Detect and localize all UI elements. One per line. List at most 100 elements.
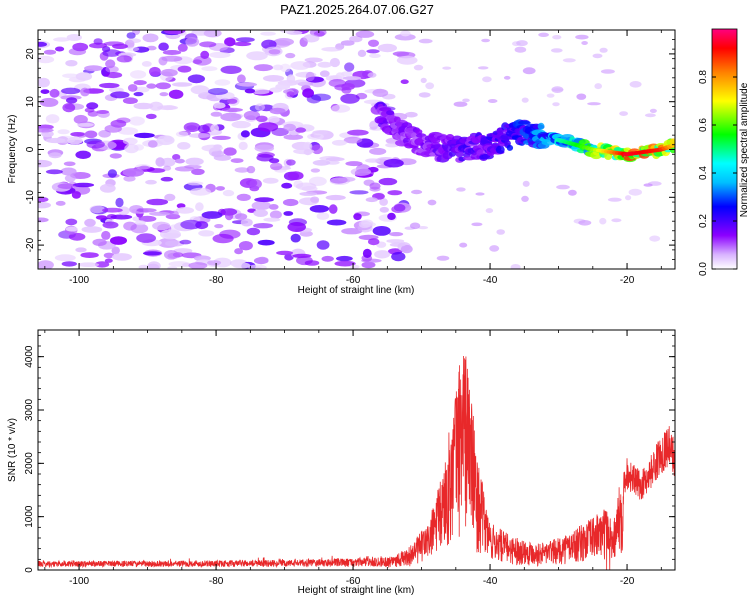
noise-blob — [149, 211, 171, 216]
noise-blob — [68, 232, 86, 241]
noise-blob — [213, 144, 222, 149]
noise-blob — [235, 213, 248, 221]
noise-blob — [521, 195, 529, 202]
noise-blob — [123, 221, 137, 231]
noise-blob — [155, 82, 171, 90]
noise-blob — [80, 87, 90, 97]
noise-blob — [212, 233, 234, 244]
noise-blob — [200, 50, 210, 60]
noise-blob — [84, 218, 96, 227]
x-tick-label: -40 — [483, 275, 498, 286]
noise-blob — [238, 82, 258, 87]
noise-blob — [514, 46, 527, 53]
noise-blob — [293, 180, 304, 189]
noise-blob — [253, 64, 273, 72]
noise-blob — [271, 127, 289, 137]
noise-blob — [343, 136, 363, 144]
noise-blob — [142, 33, 159, 43]
noise-blob — [112, 253, 132, 261]
noise-blob — [38, 196, 49, 203]
noise-blob — [576, 93, 587, 100]
noise-blob — [213, 102, 226, 109]
noise-blob — [391, 251, 406, 262]
noise-blob — [71, 191, 81, 199]
x-tick-label: -20 — [620, 275, 635, 286]
noise-blob — [163, 30, 186, 35]
noise-blob — [251, 88, 270, 95]
noise-blob — [253, 209, 268, 218]
noise-blob — [299, 191, 318, 196]
noise-blob — [109, 153, 122, 159]
noise-blob — [77, 262, 100, 268]
noise-blob — [345, 161, 363, 167]
noise-blob — [289, 130, 299, 136]
noise-blob — [575, 34, 589, 40]
noise-blob — [303, 34, 320, 43]
noise-blob — [147, 261, 161, 269]
noise-blob — [311, 144, 324, 155]
noise-blob — [234, 167, 250, 173]
noise-blob — [254, 103, 266, 111]
noise-blob — [644, 113, 656, 118]
colorbar-tick-label: 0.2 — [698, 214, 709, 228]
noise-blob — [55, 200, 66, 206]
noise-blob — [135, 164, 151, 170]
noise-blob — [240, 218, 253, 227]
noise-blob — [84, 130, 98, 139]
noise-blob — [312, 159, 331, 166]
noise-blob — [600, 69, 615, 74]
colorbar-tick-label: 0.8 — [698, 70, 709, 84]
noise-blob — [556, 184, 570, 190]
noise-blob — [38, 202, 51, 209]
noise-blob — [207, 260, 222, 266]
noise-blob — [304, 57, 323, 63]
noise-blob — [326, 219, 347, 226]
noise-blob — [404, 111, 418, 118]
noise-blob — [552, 35, 562, 40]
noise-blob — [149, 66, 161, 77]
noise-blob — [379, 198, 388, 206]
noise-blob — [38, 77, 50, 88]
noise-blob — [347, 129, 369, 136]
spectrogram-heatmap — [38, 30, 675, 269]
noise-blob — [110, 236, 127, 245]
snr-frame — [37, 329, 676, 571]
noise-blob — [75, 150, 91, 159]
noise-blob — [146, 83, 157, 89]
noise-blob — [132, 216, 142, 222]
noise-blob — [109, 87, 124, 93]
noise-blob — [269, 107, 286, 115]
noise-blob — [201, 211, 223, 219]
noise-blob — [389, 232, 404, 237]
noise-blob — [210, 111, 222, 117]
noise-blob — [374, 250, 391, 259]
noise-blob — [369, 53, 381, 58]
noise-blob — [145, 179, 157, 185]
noise-blob — [75, 72, 93, 81]
noise-blob — [328, 79, 346, 88]
noise-blob — [321, 255, 334, 262]
noise-blob — [127, 46, 140, 52]
noise-blob — [180, 219, 202, 230]
noise-blob — [599, 47, 608, 53]
noise-blob — [442, 66, 452, 70]
noise-blob — [102, 221, 119, 229]
noise-blob — [115, 197, 124, 208]
noise-blob — [117, 206, 130, 216]
noise-blob — [248, 264, 267, 269]
y-tick-label: 1000 — [24, 505, 35, 528]
noise-blob — [599, 217, 607, 225]
noise-blob — [142, 251, 162, 256]
noise-blob — [400, 244, 413, 254]
noise-blob — [198, 230, 215, 237]
noise-blob — [578, 220, 592, 226]
noise-blob — [485, 208, 494, 214]
noise-blob — [487, 99, 498, 103]
noise-blob — [378, 177, 398, 186]
noise-blob — [349, 264, 360, 269]
noise-blob — [49, 88, 60, 98]
noise-blob — [136, 233, 157, 243]
noise-blob — [240, 130, 250, 138]
noise-blob — [344, 62, 355, 72]
